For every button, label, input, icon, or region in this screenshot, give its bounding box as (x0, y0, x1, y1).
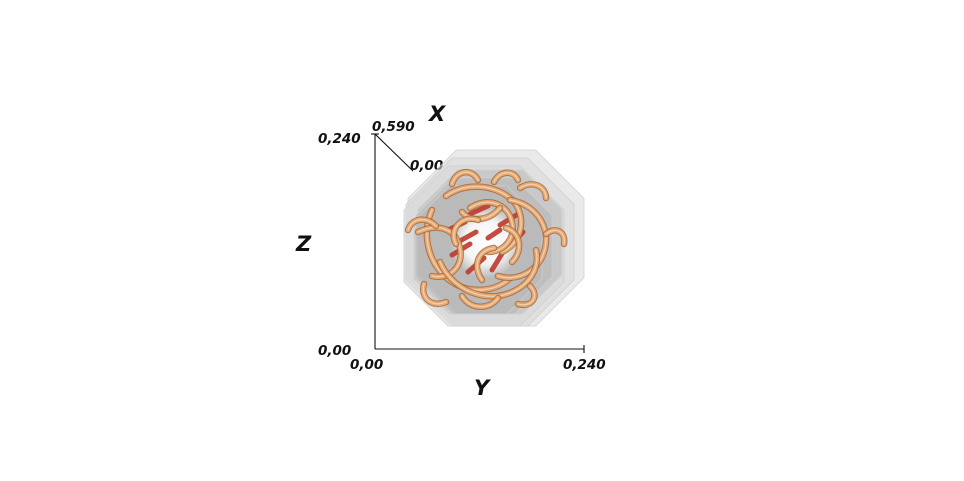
x-max-tick-label: 0,590 (372, 119, 415, 135)
coil-tube-highlight (407, 219, 437, 231)
core-tube (485, 227, 503, 241)
y-min-tick-label: 0,00 (350, 357, 383, 373)
coil-tube-highlight (497, 199, 547, 279)
coil-tube-highlight (545, 229, 565, 245)
coil-tube-highlight (519, 183, 547, 199)
core-tube (467, 203, 491, 217)
coil-tube-highlight (469, 201, 514, 253)
axes-frame (371, 133, 585, 353)
z-axis-title: Z (295, 232, 312, 256)
y-axis-title: Y (474, 376, 491, 400)
z-max-tick-label: 0,240 (318, 131, 361, 147)
core-tube (455, 229, 479, 245)
x-axis-line (374, 133, 414, 172)
coil-tube-highlight (476, 247, 495, 281)
coil-tube-highlight (505, 227, 520, 263)
coil-tube-highlight (439, 249, 538, 297)
coil-tube-highlight (517, 285, 536, 306)
z-min-tick-label: 0,00 (318, 343, 351, 359)
coil-tube-highlight (422, 283, 447, 305)
coil-tube-highlight (453, 218, 479, 245)
coiled-tube-bundle-icon[interactable] (403, 149, 585, 327)
coil-tube-highlight (461, 295, 499, 308)
y-max-tick-label: 0,240 (563, 357, 606, 373)
x-axis-title: X (427, 102, 447, 126)
x-min-tick-label: 0,00 (410, 158, 443, 174)
coil-tubes (404, 169, 568, 310)
coil-tube-highlight (493, 172, 519, 183)
coil-tube-highlight (451, 171, 479, 185)
